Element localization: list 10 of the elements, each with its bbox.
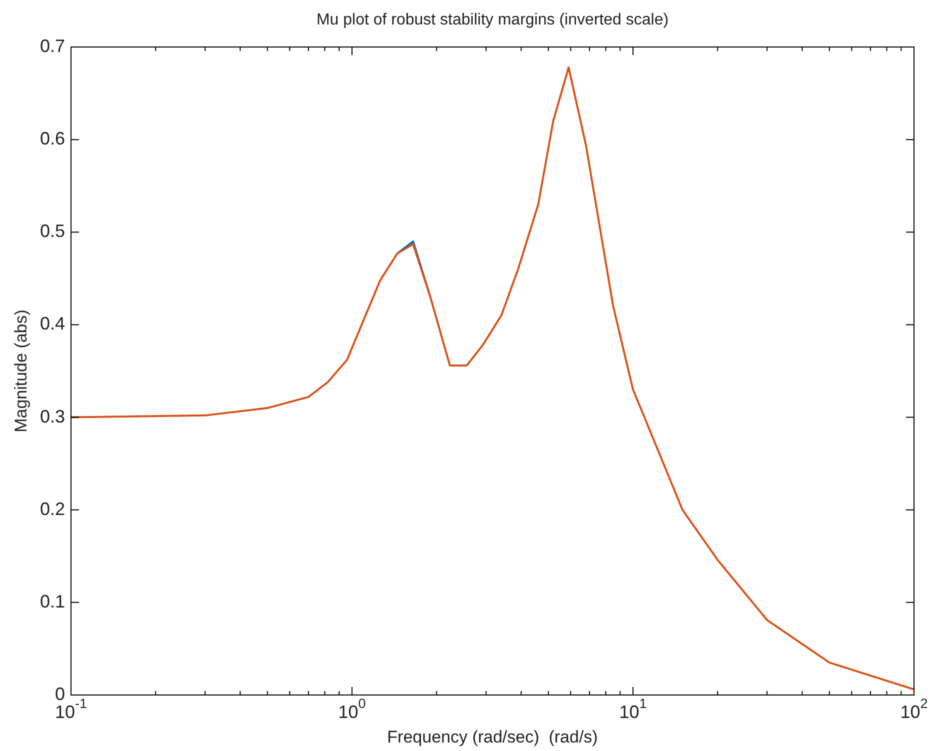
x-axis-title: Frequency (rad/sec) (rad/s) <box>387 728 598 747</box>
y-tick-label: 0.2 <box>40 498 65 519</box>
y-axis-title: Magnitude (abs) <box>12 310 31 432</box>
y-tick-label: 0.5 <box>40 221 65 242</box>
chart-title: Mu plot of robust stability margins (inverted scale) <box>316 11 669 28</box>
y-tick-label: 0.4 <box>40 314 65 334</box>
y-tick-label: 0.1 <box>40 591 65 612</box>
y-tick-label: 0.3 <box>40 406 65 426</box>
y-tick-label: 0.6 <box>40 128 65 149</box>
y-tick-label: 0.7 <box>40 36 65 56</box>
